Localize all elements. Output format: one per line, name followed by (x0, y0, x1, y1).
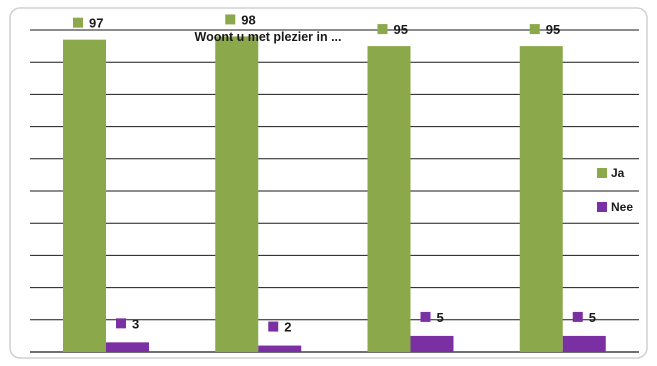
data-label: 2 (284, 320, 291, 335)
bar-ja (367, 46, 411, 352)
chart-frame (9, 7, 648, 359)
bar-ja (519, 46, 563, 352)
data-label-marker (529, 24, 540, 35)
bar-ja (215, 36, 259, 352)
bar-nee (410, 335, 454, 352)
bars (63, 36, 606, 352)
data-label: 98 (241, 12, 255, 27)
legend: Ja Nee (597, 166, 633, 214)
data-label-marker (572, 311, 583, 322)
bar-ja (63, 39, 106, 352)
data-label: 97 (89, 16, 103, 31)
data-label: 5 (589, 310, 596, 325)
bar-nee (562, 335, 606, 352)
data-label-marker (377, 24, 388, 35)
data-label: 95 (394, 22, 408, 37)
legend-label: Ja (611, 166, 625, 180)
legend-swatch (597, 202, 607, 212)
data-label-marker (268, 321, 279, 332)
data-label: 95 (546, 22, 560, 37)
data-label: 3 (132, 316, 139, 331)
data-label-marker (225, 14, 236, 25)
chart-title: Woont u met plezier in ... (195, 30, 342, 44)
bar-nee (106, 342, 149, 352)
data-label: 5 (437, 310, 444, 325)
bar-nee (258, 345, 302, 352)
data-labels: 97 98 95 95 3 2 5 5 (73, 12, 596, 335)
data-label-marker (420, 311, 431, 322)
legend-swatch (597, 168, 607, 178)
data-label-marker (73, 17, 83, 28)
legend-label: Nee (611, 200, 633, 214)
data-label-marker (116, 318, 126, 329)
